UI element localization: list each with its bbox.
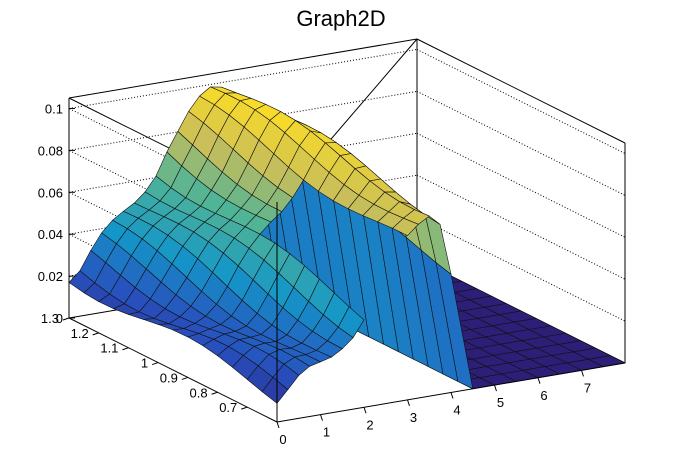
y-tick-label: 1 — [141, 356, 148, 371]
x-tick-label: 7 — [584, 380, 591, 395]
chart-title: Graph2D — [296, 6, 385, 31]
x-tick-label: 4 — [453, 403, 460, 418]
surface-cell — [392, 217, 419, 236]
x-tick-label: 1 — [323, 425, 330, 440]
y-tick-label: 0.9 — [160, 370, 178, 385]
gridline — [416, 90, 626, 196]
z-tick-label: 0.1 — [45, 101, 63, 116]
frame-edge — [68, 317, 278, 423]
y-tick-label: 0.7 — [219, 400, 237, 415]
z-tick-label: 0.06 — [38, 185, 63, 200]
gridline — [416, 49, 626, 154]
x-tick-mark — [537, 377, 541, 384]
surface-mesh — [68, 86, 626, 404]
frame-edge — [68, 38, 418, 99]
x-tick-mark — [494, 384, 497, 392]
z-axis-ticks: 0 0.02 0.04 0.06 0.08 0.1 — [38, 101, 75, 326]
x-axis-ticks: 0 1 2 3 4 5 6 7 — [276, 370, 591, 447]
x-tick-mark — [320, 414, 323, 421]
y-tick-mark — [151, 362, 159, 366]
x-tick-label: 5 — [497, 395, 504, 410]
y-tick-label: 1.1 — [100, 341, 118, 356]
x-tick-label: 0 — [279, 432, 286, 447]
z-tick-label: 0 — [56, 311, 63, 326]
y-tick-mark — [211, 391, 218, 395]
z-tick-label: 0.04 — [38, 227, 63, 242]
x-tick-label: 3 — [410, 410, 417, 425]
y-tick-label: 0.8 — [189, 385, 207, 400]
y-tick-mark — [62, 317, 70, 321]
z-tick-label: 0.02 — [38, 269, 63, 284]
y-tick-mark — [92, 332, 99, 336]
x-tick-mark — [581, 370, 584, 377]
x-tick-label: 2 — [366, 417, 373, 432]
x-tick-mark — [407, 399, 410, 407]
z-tick-label: 0.08 — [38, 143, 63, 158]
y-tick-mark — [241, 406, 248, 410]
gridline — [68, 132, 418, 193]
frame-edge — [416, 38, 626, 144]
x-tick-label: 6 — [540, 388, 547, 403]
gridline — [68, 48, 418, 109]
y-tick-mark — [181, 376, 189, 380]
y-tick-label: 1.3 — [41, 311, 59, 326]
y-tick-mark — [122, 347, 129, 351]
x-tick-mark — [276, 421, 280, 429]
x-tick-mark — [363, 407, 367, 414]
y-tick-label: 1.2 — [71, 326, 89, 341]
gridline — [416, 132, 626, 238]
gridline — [68, 90, 418, 151]
surface-cell — [261, 376, 289, 404]
y-axis-ticks: 0.7 0.8 0.9 1 1.1 1.2 1.3 — [41, 311, 248, 415]
x-tick-mark — [450, 392, 454, 399]
